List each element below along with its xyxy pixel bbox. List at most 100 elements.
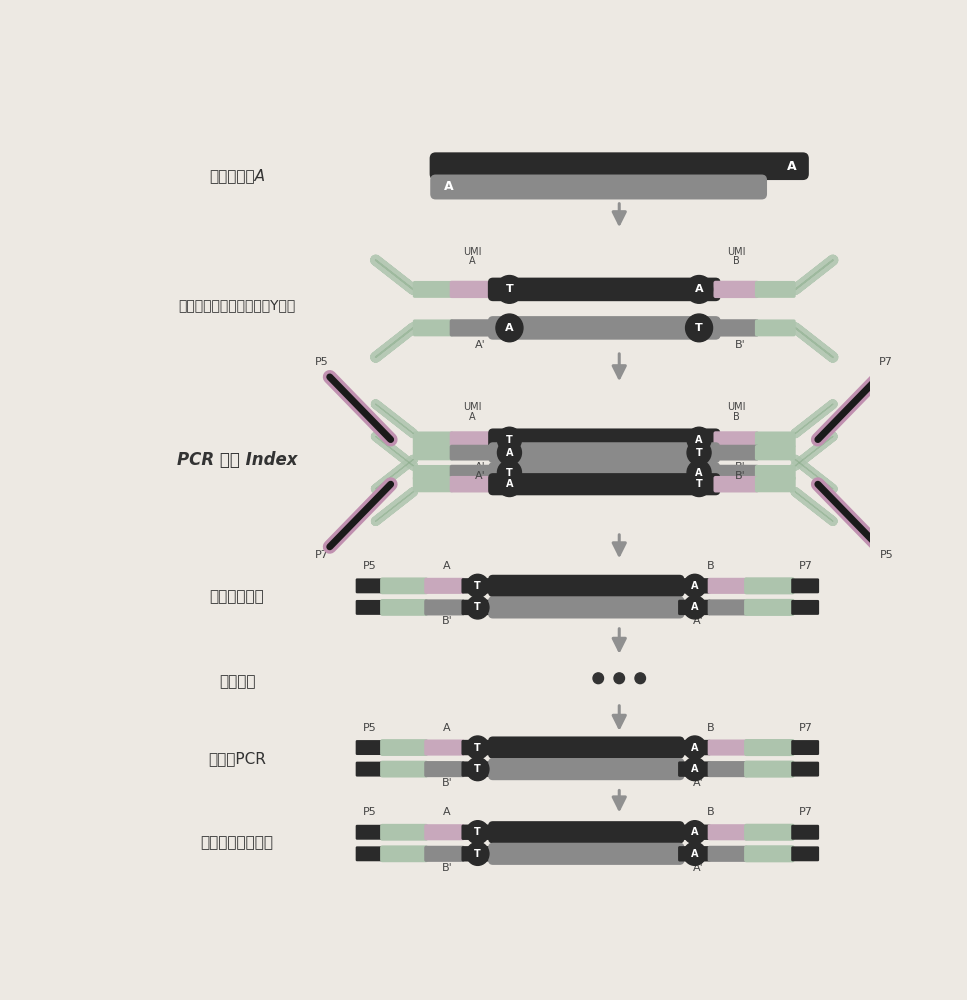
Text: A': A' — [475, 462, 486, 472]
FancyBboxPatch shape — [488, 442, 720, 463]
Text: T: T — [475, 764, 481, 774]
FancyBboxPatch shape — [488, 473, 720, 495]
FancyBboxPatch shape — [488, 278, 720, 301]
FancyBboxPatch shape — [678, 846, 711, 862]
FancyBboxPatch shape — [744, 577, 795, 594]
Circle shape — [688, 440, 711, 465]
Text: PCR 引入 Index: PCR 引入 Index — [177, 451, 297, 469]
FancyBboxPatch shape — [450, 465, 495, 481]
FancyBboxPatch shape — [429, 152, 808, 180]
FancyBboxPatch shape — [413, 465, 454, 480]
Text: T: T — [695, 323, 703, 333]
FancyBboxPatch shape — [380, 577, 428, 594]
Text: A: A — [443, 807, 451, 817]
Text: A: A — [691, 602, 698, 612]
Circle shape — [466, 736, 489, 759]
FancyBboxPatch shape — [413, 319, 454, 336]
Text: B: B — [733, 412, 740, 422]
FancyBboxPatch shape — [488, 428, 720, 451]
Circle shape — [686, 276, 713, 303]
FancyBboxPatch shape — [425, 761, 465, 777]
Text: P7: P7 — [799, 723, 812, 733]
FancyBboxPatch shape — [755, 319, 796, 336]
Circle shape — [686, 314, 713, 342]
Text: A: A — [691, 764, 698, 774]
FancyBboxPatch shape — [413, 476, 454, 492]
FancyBboxPatch shape — [356, 740, 384, 755]
FancyBboxPatch shape — [356, 846, 384, 861]
FancyBboxPatch shape — [450, 319, 495, 337]
FancyBboxPatch shape — [461, 740, 494, 755]
FancyBboxPatch shape — [714, 445, 759, 461]
FancyBboxPatch shape — [425, 846, 465, 862]
Text: UMI: UMI — [463, 247, 482, 257]
Circle shape — [466, 574, 489, 597]
FancyBboxPatch shape — [744, 739, 795, 756]
Text: A: A — [443, 723, 451, 733]
Circle shape — [497, 427, 521, 452]
FancyBboxPatch shape — [380, 599, 428, 616]
FancyBboxPatch shape — [708, 761, 748, 777]
Text: 连接带分子标签的截短型Y接头: 连接带分子标签的截短型Y接头 — [178, 299, 296, 313]
FancyBboxPatch shape — [450, 445, 495, 461]
FancyBboxPatch shape — [488, 736, 685, 759]
FancyBboxPatch shape — [678, 761, 711, 777]
FancyBboxPatch shape — [356, 600, 384, 615]
Text: UMI: UMI — [727, 247, 746, 257]
FancyBboxPatch shape — [488, 462, 720, 483]
Text: B': B' — [735, 340, 746, 350]
FancyBboxPatch shape — [413, 281, 454, 298]
Circle shape — [688, 472, 711, 497]
Circle shape — [466, 758, 489, 781]
FancyBboxPatch shape — [755, 281, 796, 298]
Text: A': A' — [692, 616, 703, 626]
Circle shape — [688, 427, 711, 452]
FancyBboxPatch shape — [488, 575, 685, 597]
Text: P5: P5 — [363, 807, 376, 817]
Text: A: A — [694, 284, 703, 294]
FancyBboxPatch shape — [461, 761, 494, 777]
Text: T: T — [695, 479, 702, 489]
Text: P7: P7 — [799, 807, 812, 817]
Circle shape — [688, 460, 711, 485]
FancyBboxPatch shape — [450, 431, 495, 448]
Text: T: T — [475, 827, 481, 837]
FancyBboxPatch shape — [488, 821, 685, 843]
Circle shape — [684, 842, 706, 865]
Circle shape — [684, 596, 706, 619]
FancyBboxPatch shape — [488, 316, 720, 340]
FancyBboxPatch shape — [488, 843, 685, 865]
FancyBboxPatch shape — [450, 281, 495, 298]
FancyBboxPatch shape — [488, 758, 685, 780]
Text: A: A — [695, 435, 703, 445]
Circle shape — [496, 276, 523, 303]
Circle shape — [466, 842, 489, 865]
Text: A: A — [506, 448, 513, 458]
FancyBboxPatch shape — [356, 825, 384, 840]
Text: A': A' — [692, 863, 703, 873]
Text: A': A' — [475, 471, 486, 481]
FancyBboxPatch shape — [678, 740, 711, 755]
FancyBboxPatch shape — [755, 476, 796, 492]
FancyBboxPatch shape — [356, 578, 384, 593]
FancyBboxPatch shape — [461, 825, 494, 840]
Circle shape — [684, 821, 706, 844]
Text: A: A — [444, 180, 454, 193]
Text: A: A — [443, 561, 451, 571]
FancyBboxPatch shape — [708, 599, 748, 615]
FancyBboxPatch shape — [356, 762, 384, 777]
Circle shape — [497, 460, 521, 485]
FancyBboxPatch shape — [380, 739, 428, 756]
FancyBboxPatch shape — [425, 578, 465, 594]
Circle shape — [466, 596, 489, 619]
FancyBboxPatch shape — [755, 465, 796, 480]
FancyBboxPatch shape — [791, 846, 819, 861]
Text: B': B' — [442, 616, 453, 626]
FancyBboxPatch shape — [714, 465, 759, 481]
FancyBboxPatch shape — [380, 761, 428, 778]
FancyBboxPatch shape — [380, 845, 428, 862]
FancyBboxPatch shape — [678, 825, 711, 840]
Text: T: T — [475, 602, 481, 612]
FancyBboxPatch shape — [791, 600, 819, 615]
Circle shape — [614, 673, 625, 684]
